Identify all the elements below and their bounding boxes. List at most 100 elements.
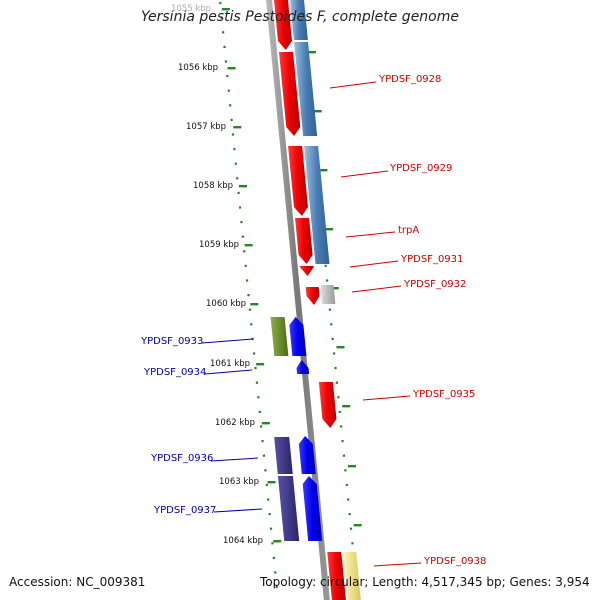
track-dot-left [258,410,261,413]
gene-block-other [277,476,300,541]
track-dot-left [268,513,271,516]
track-dot-left [244,264,247,267]
track-dot-left [243,250,246,253]
track-dot-right [347,498,350,501]
gene-label-ypdsf_0935[interactable]: YPDSF_0935 [413,389,476,400]
leader-line [210,457,259,462]
gene-label-ypdsf_0938[interactable]: YPDSF_0938 [424,556,487,567]
gene-label-ypdsf_0928[interactable]: YPDSF_0928 [379,74,442,85]
tick-label: 1057 kbp [186,122,227,132]
tick-mark-right [347,465,356,468]
tick-mark-left [227,67,236,70]
track-dot-left [272,556,275,559]
track-dot-right [349,527,353,530]
track-dot-left [238,206,242,209]
track-dot-left [254,367,257,370]
track-dot-right [324,264,327,267]
gene-block-reverse [289,317,307,356]
gene-block-forward [327,552,346,600]
gene-block-reverse [302,476,323,541]
track-dot-right [331,337,334,340]
track-dot-left [247,294,250,297]
track-dot-left [230,118,233,121]
track-dot-left [274,571,277,574]
gene-label-ypdsf_0932[interactable]: YPDSF_0932 [404,279,467,290]
track-dot-left [229,104,232,107]
gene-block-forward [279,52,301,136]
cds-block [290,0,308,40]
track-dot-left [234,162,237,165]
track-dot-right [341,440,344,443]
track-dot-right [342,454,346,457]
leader-line [340,170,389,178]
gene-block-forward [274,0,292,50]
gene-block-forward [305,287,320,305]
track-dot-left [253,352,256,355]
track-dot-right [338,410,341,413]
track-dot-left [227,89,230,92]
tick-mark-left [233,126,242,129]
accession-text: Accession: NC_009381 [9,575,146,589]
track-dot-left [250,323,253,326]
track-dot-left [237,191,240,194]
gene-label-ypdsf_0933[interactable]: YPDSF_0933 [141,336,204,347]
track-dot-left [222,31,225,34]
page-title: Yersinia pestis Pestoides F, complete ge… [141,9,459,25]
track-dot-left [271,542,274,545]
tick-mark-right [353,524,362,527]
tick-label: 1062 kbp [215,418,256,428]
tick-label: 1064 kbp [223,536,264,546]
backbone-line [266,0,330,600]
track-dot-right [328,308,331,311]
tick-mark-left [221,8,230,11]
tick-mark-left [261,422,270,425]
tick-label: 1055 kbp [171,4,212,14]
tick-label: 1058 kbp [193,181,234,191]
tick-mark-left [250,303,259,306]
track-dot-right [335,381,339,384]
track-dot-right [330,323,333,326]
track-dot-right [333,352,336,355]
gene-block-other [274,437,293,474]
gene-block-other [270,317,289,356]
leader-line [213,508,263,513]
track-dot-left [219,2,222,5]
tick-label: 1060 kbp [206,299,247,309]
gene-label-ypdsf_0937[interactable]: YPDSF_0937 [154,505,217,516]
track-dot-left [275,586,278,589]
leader-line [329,81,377,89]
track-dot-left [260,425,263,428]
track-dot-left [245,279,249,282]
tick-mark-left [244,244,253,247]
track-dot-left [269,527,273,530]
leader-line [345,231,396,238]
gene-label-ypdsf_0936[interactable]: YPDSF_0936 [151,453,214,464]
track-dot-left [240,221,243,224]
leader-line [351,285,402,293]
tick-mark-right [313,110,322,113]
cds-block [304,146,330,264]
gene-label-ypdsf_0931[interactable]: YPDSF_0931 [401,254,464,265]
tick-label: 1059 kbp [199,240,240,250]
gene-block-other [343,552,361,600]
track-dot-left [226,75,229,78]
gene-label-ypdsf_0929[interactable]: YPDSF_0929 [390,163,453,174]
gene-block-other [320,285,336,304]
tick-mark-left [256,363,265,366]
tick-mark-right [308,51,317,54]
tick-label: 1061 kbp [210,359,251,369]
gene-label-ypdsf_0934[interactable]: YPDSF_0934 [144,367,207,378]
track-dot-left [231,133,235,136]
leader-line [204,369,253,375]
topology-text: Topology: circular; Length: 4,517,345 bp… [260,575,590,589]
tick-mark-right [319,169,328,172]
track-dot-left [264,469,267,472]
track-dot-left [255,381,259,384]
tick-label: 1056 kbp [178,63,219,73]
tick-label: 1063 kbp [219,477,260,487]
gene-label-trpa[interactable]: trpA [398,225,420,236]
track-dot-left [267,498,270,501]
track-dot-left [233,148,236,151]
gene-block-forward [318,382,337,428]
